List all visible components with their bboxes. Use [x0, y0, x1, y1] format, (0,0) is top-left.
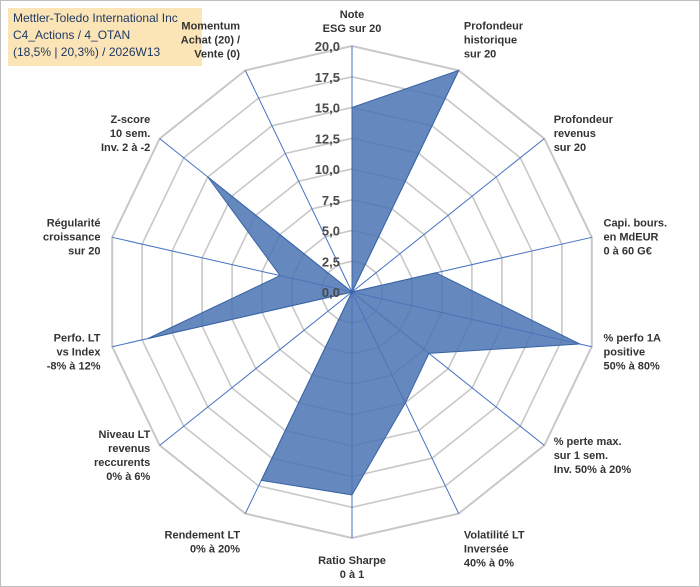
axis-label-line: 40% à 0% [464, 557, 514, 569]
axis-label-line: Rendement LT [165, 529, 241, 541]
axis-label-0: Note ESG sur 20 [323, 9, 382, 35]
axis-label-line: Achat (20) / [181, 35, 240, 47]
axis-label-line: Volatilité LT [464, 529, 525, 541]
axis-label-line: 10 sem. [110, 128, 150, 140]
axis-spoke-9 [159, 291, 353, 446]
tick-label: 15,0 [315, 101, 340, 116]
tick-label: 12,5 [315, 131, 340, 146]
axis-label-line: 50% à 80% [604, 360, 660, 372]
axis-label-line: Inv. 2 à -2 [101, 142, 150, 154]
axis-label-line: Inv. 50% à 20% [554, 464, 632, 476]
tick-layer: 0,0 2,5 5,0 7,5 10,0 12,5 15,0 17,5 20,0 [315, 39, 340, 300]
company-name: Mettler-Toledo International Inc [13, 11, 178, 25]
portfolio-label: C4_Actions / 4_OTAN [13, 28, 131, 42]
axis-label-1: Profondeur historique sur 20 [464, 21, 524, 61]
axis-label-6: Volatilité LT Inversée 40% à 0% [464, 529, 525, 569]
axis-label-line: Régularité [47, 218, 101, 230]
axis-label-line: Perfo. LT [54, 332, 101, 344]
axis-label-line: % perte max. [554, 436, 622, 448]
axis-label-7: Ratio Sharpe 0 à 1 [318, 555, 386, 581]
axis-label-3: Capi. bours. en MdEUR 0 à 60 G€ [604, 218, 668, 258]
axis-label-line: Momentum [181, 21, 240, 33]
category-label-layer: Note ESG sur 20 Profondeur historique sur 20… [43, 9, 667, 581]
axis-label-line: Inversée [464, 543, 509, 555]
axis-spoke-2 [351, 138, 545, 293]
axis-label-11: Régularité croissance sur 20 [43, 218, 100, 258]
axis-label-8: Rendement LT 0% à 20% [165, 529, 241, 555]
axis-label-line: reccurents [94, 457, 150, 469]
tick-label: 10,0 [315, 162, 340, 177]
tick-label: 2,5 [322, 254, 340, 269]
axis-label-13: Momentum Achat (20) / Vente (0) [181, 21, 241, 61]
axis-label-line: -8% à 12% [47, 360, 101, 372]
axis-label-line: Niveau LT [99, 429, 151, 441]
axis-label-line: Capi. bours. [604, 218, 668, 230]
axis-label-4: % perfo 1A positive 50% à 80% [604, 332, 662, 372]
axis-label-line: croissance [43, 232, 100, 244]
axis-label-line: vs Index [56, 346, 101, 358]
axis-spoke-13 [244, 70, 353, 293]
axis-label-line: revenus [108, 443, 150, 455]
axis-label-line: Note [340, 9, 364, 21]
axis-label-line: sur 1 sem. [554, 450, 608, 462]
axis-label-line: Vente (0) [194, 49, 240, 61]
axis-label-line: Ratio Sharpe [318, 555, 386, 567]
axis-label-line: sur 20 [68, 246, 100, 258]
info-box: Mettler-Toledo International Inc C4_Acti… [8, 8, 202, 66]
axis-label-line: 0% à 20% [190, 543, 240, 555]
axis-label-line: 0 à 1 [340, 569, 364, 581]
axis-label-line: sur 20 [464, 49, 496, 61]
axis-label-line: positive [604, 346, 646, 358]
axis-label-line: en MdEUR [604, 232, 659, 244]
tick-label: 0,0 [322, 285, 340, 300]
axis-label-line: 0% à 6% [106, 471, 150, 483]
axis-label-line: Profondeur [464, 21, 524, 33]
tick-label: 17,5 [315, 70, 340, 85]
axis-label-line: Z-score [111, 114, 151, 126]
axis-label-12: Z-score 10 sem. Inv. 2 à -2 [101, 114, 150, 154]
axis-label-line: Profondeur [554, 114, 614, 126]
axis-label-line: historique [464, 35, 517, 47]
axis-label-10: Perfo. LT vs Index -8% à 12% [47, 332, 102, 372]
axis-label-line: % perfo 1A [604, 332, 662, 344]
score-period-label: (18,5% | 20,3%) / 2026W13 [13, 45, 161, 59]
axis-label-2: Profondeur revenus sur 20 [554, 114, 614, 154]
tick-label: 5,0 [322, 224, 340, 239]
tick-label: 20,0 [315, 39, 340, 54]
axis-label-line: revenus [554, 128, 596, 140]
data-layer [147, 69, 582, 496]
axis-label-5: % perte max. sur 1 sem. Inv. 50% à 20% [554, 436, 632, 476]
axis-label-line: sur 20 [554, 142, 586, 154]
axis-label-line: 0 à 60 G€ [604, 246, 652, 258]
axis-label-9: Niveau LT revenus reccurents 0% à 6% [94, 429, 151, 483]
axis-label-line: ESG sur 20 [323, 23, 382, 35]
tick-label: 7,5 [322, 193, 340, 208]
